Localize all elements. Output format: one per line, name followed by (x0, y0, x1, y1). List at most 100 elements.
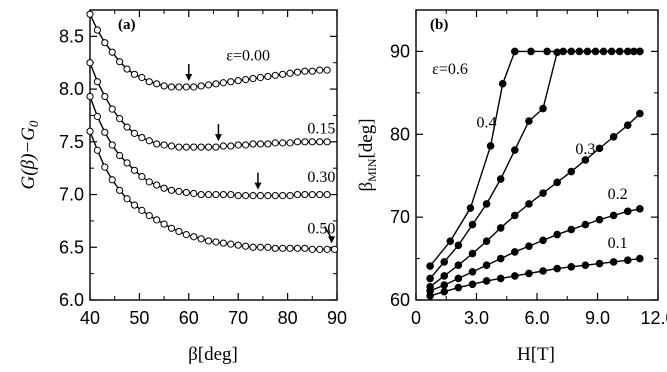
y-tick-label: 8.0 (59, 79, 84, 99)
data-point (581, 261, 590, 270)
data-point (160, 220, 168, 228)
data-point (190, 83, 198, 91)
data-point (182, 188, 190, 197)
panel-b-ylabel-main: β (356, 182, 377, 192)
min-arrow-head (328, 236, 336, 244)
data-point (330, 245, 339, 253)
series-label: 0.1 (608, 235, 628, 252)
data-point (286, 139, 294, 147)
data-point (539, 104, 547, 113)
data-point (108, 48, 116, 56)
data-point (101, 92, 109, 101)
data-point (316, 190, 324, 199)
x-tick-label: 80 (278, 308, 298, 328)
data-point (426, 274, 434, 283)
data-point (212, 238, 220, 246)
data-point (197, 235, 205, 243)
data-point (138, 73, 146, 82)
data-point (527, 47, 535, 56)
data-point (93, 78, 102, 86)
data-point (242, 242, 250, 250)
data-point (511, 47, 519, 56)
y-tick-label: 7.5 (59, 132, 84, 152)
data-point (426, 292, 434, 300)
data-point (511, 272, 519, 280)
data-point (468, 249, 477, 258)
data-point (264, 243, 272, 251)
data-point (227, 240, 235, 248)
panel-a: 40 50 60 70 80 90 6.0 6.5 7.0 7.5 8.0 8.5 ε=0.00 0.1… (18, 9, 347, 365)
data-point (599, 47, 608, 56)
data-point (130, 70, 139, 78)
data-point (553, 264, 561, 273)
data-point (567, 225, 576, 234)
data-point (301, 244, 309, 252)
data-point (153, 80, 161, 88)
data-point (249, 192, 257, 200)
data-point (636, 109, 644, 118)
data-point (160, 141, 168, 149)
data-point (249, 140, 257, 148)
data-point (539, 236, 547, 245)
series-line (429, 113, 641, 288)
data-point (227, 142, 235, 150)
data-point (123, 159, 131, 167)
x-tick-label: 0 (411, 308, 421, 328)
data-point (204, 190, 213, 199)
data-point (138, 134, 146, 142)
data-point (212, 190, 220, 199)
data-point (138, 206, 146, 214)
data-point (426, 262, 434, 270)
data-point (175, 187, 183, 195)
data-point (256, 140, 265, 148)
data-point (539, 267, 547, 275)
data-point (623, 121, 632, 129)
data-point (583, 47, 592, 56)
data-point (167, 142, 176, 150)
data-point (130, 129, 139, 137)
data-point (182, 231, 190, 239)
x-tick-label: 9.0 (585, 308, 610, 328)
data-point (123, 123, 131, 131)
data-point (242, 141, 250, 149)
y-tick-label: 8.5 (59, 26, 84, 46)
series-label: 0.3 (575, 141, 595, 158)
y-tick-label: 60 (390, 290, 410, 310)
panel-b: 0 3.0 6.0 9.0 12.0 60 70 80 90 ε=0.6 0.4 0.3 0.2 0.1… (356, 9, 667, 365)
data-point (553, 230, 561, 239)
panel-a-label: (a) (118, 17, 136, 33)
data-point (197, 82, 205, 90)
x-tick-label: 90 (327, 308, 347, 328)
data-point (308, 190, 316, 199)
data-point (175, 227, 183, 236)
data-point (271, 71, 279, 79)
data-point (286, 244, 294, 252)
series-line (429, 50, 640, 279)
data-point (496, 254, 505, 263)
y-tick-label: 70 (390, 207, 410, 227)
data-point (145, 212, 153, 220)
panel-a-ylabel-main: G(β)−G (18, 127, 39, 190)
data-point (440, 258, 449, 266)
data-point (264, 140, 272, 148)
data-point (323, 190, 331, 199)
data-point (636, 47, 644, 56)
y-tick-label: 6.0 (59, 290, 84, 310)
data-point (440, 272, 449, 280)
data-point (308, 67, 316, 75)
data-point (468, 268, 477, 276)
panel-a-ylabel: G(β)−G0 (18, 120, 41, 189)
data-point (167, 186, 176, 194)
data-point (293, 138, 302, 146)
data-point (496, 274, 505, 283)
data-point (197, 143, 205, 151)
data-point (496, 224, 505, 232)
data-point (301, 67, 309, 75)
data-point (249, 243, 257, 251)
x-tick-label: 12.0 (640, 308, 667, 328)
data-point (581, 220, 590, 229)
y-tick-label: 7.0 (59, 185, 84, 205)
data-point (323, 245, 331, 253)
data-point (204, 81, 213, 89)
